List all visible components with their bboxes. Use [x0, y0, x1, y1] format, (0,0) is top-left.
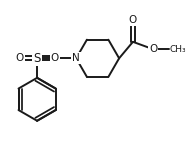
- Text: CH₃: CH₃: [170, 45, 186, 54]
- Text: O: O: [129, 15, 137, 25]
- Text: O: O: [50, 53, 59, 63]
- Text: S: S: [33, 52, 41, 65]
- Text: O: O: [149, 44, 157, 54]
- Text: N: N: [72, 53, 80, 63]
- Text: O: O: [15, 53, 24, 63]
